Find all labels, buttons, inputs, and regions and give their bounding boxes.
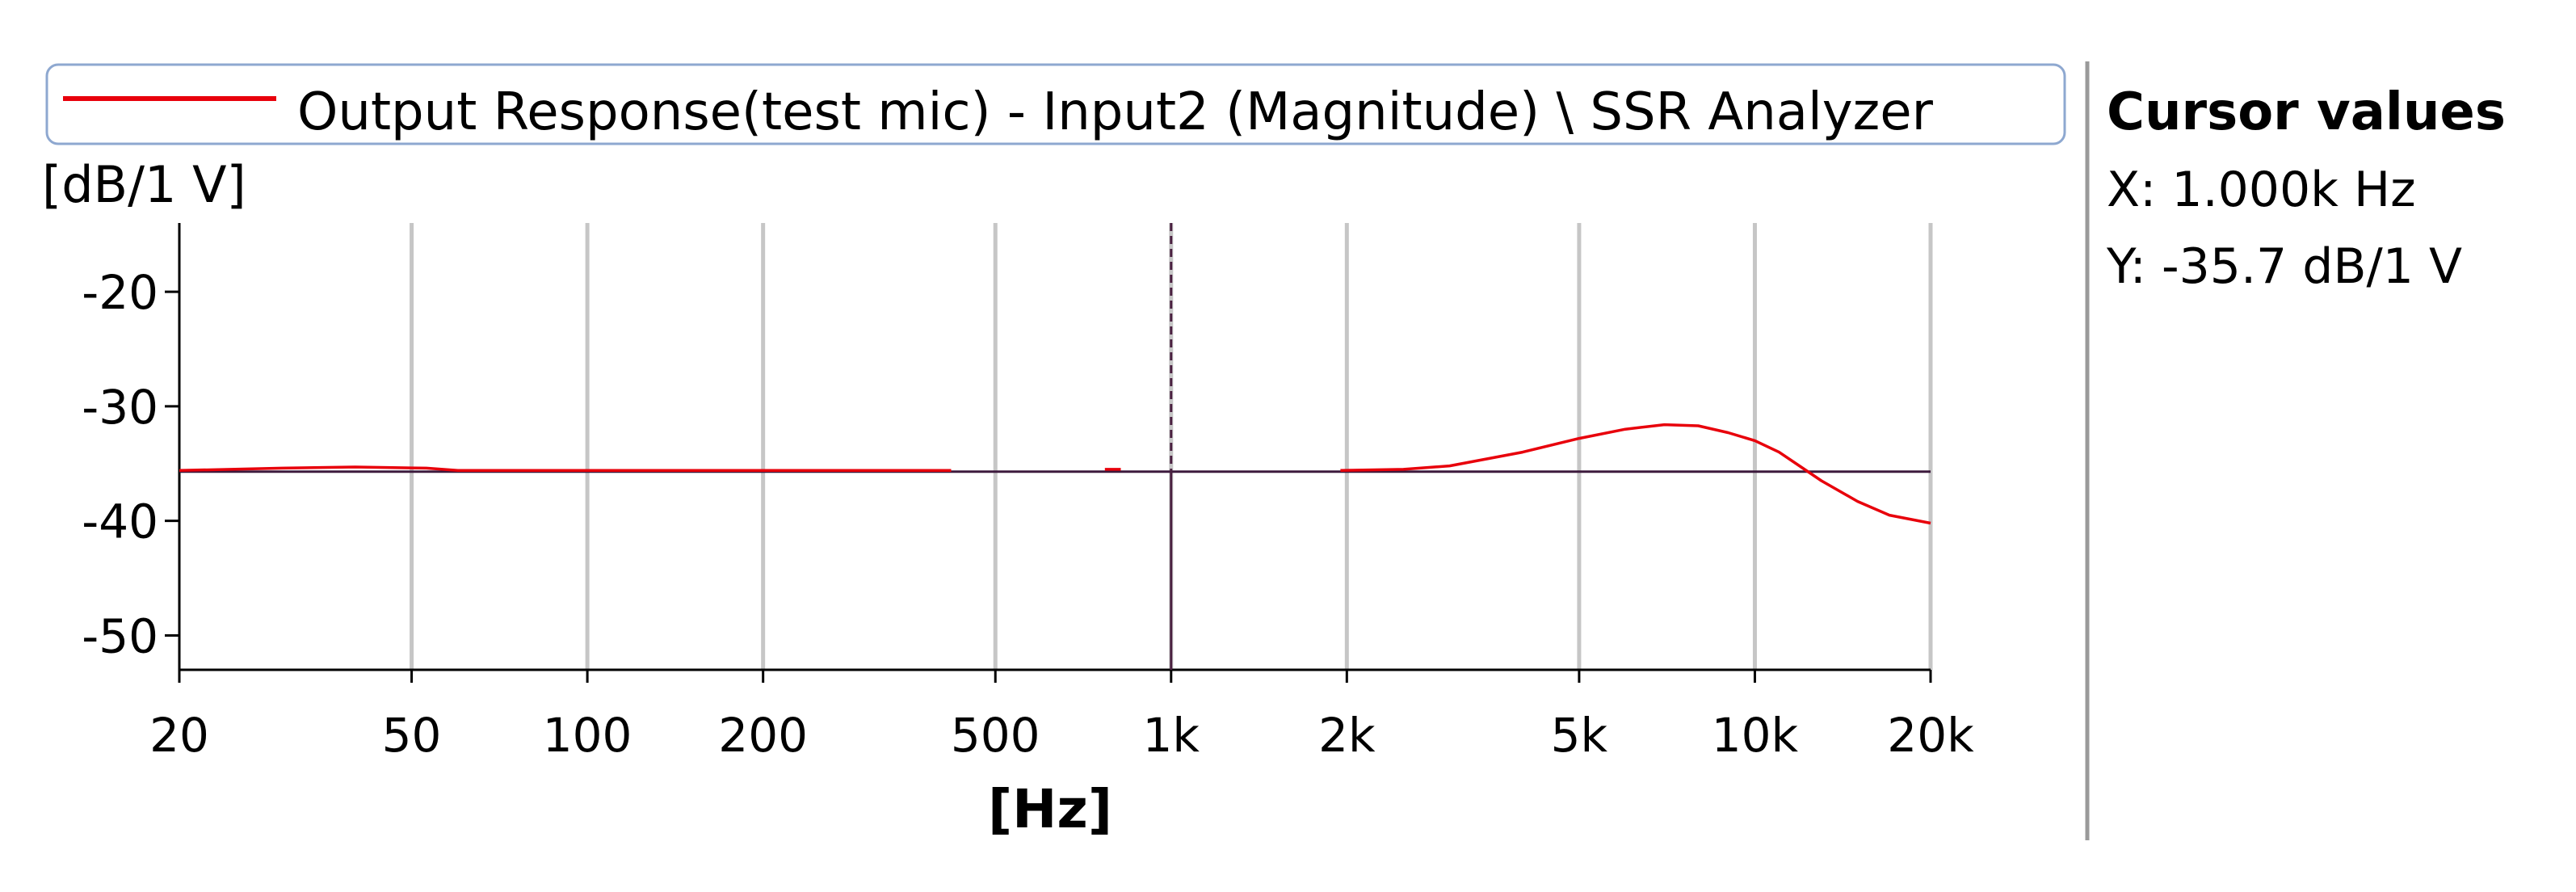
legend-box xyxy=(45,63,2066,145)
y-tick-label--50: -50 xyxy=(82,608,158,663)
x-tick-label-50: 50 xyxy=(382,708,442,763)
y-tick-label--40: -40 xyxy=(82,494,158,549)
x-tick-label-100: 100 xyxy=(543,708,632,763)
y-tick-label--20: -20 xyxy=(82,265,158,320)
legend[interactable]: Output Response(test mic) - Input2 (Magn… xyxy=(45,63,2066,145)
x-tick-label-500: 500 xyxy=(951,708,1040,763)
x-tick-labels: 20 50 100 200 500 1k 2k 5k 10k 20k xyxy=(149,708,1974,763)
cursor-y-value: Y: -35.7 dB/1 V xyxy=(2106,238,2462,295)
x-tick-label-20k: 20k xyxy=(1887,708,1974,763)
x-tick-label-1k: 1k xyxy=(1143,708,1200,763)
series-0-segment-0 xyxy=(179,465,952,473)
series-0-segment-2 xyxy=(1340,423,1931,525)
axes xyxy=(165,223,1932,683)
y-tick-label--30: -30 xyxy=(82,380,158,435)
series-group xyxy=(179,423,1931,525)
x-tick-label-10k: 10k xyxy=(1712,708,1799,763)
x-tick-label-2k: 2k xyxy=(1318,708,1376,763)
plot-area[interactable]: 20 50 100 200 500 1k 2k 5k 10k 20k -20 -30 -40 -50 xyxy=(82,223,1974,763)
x-tick-label-200: 200 xyxy=(718,708,808,763)
cursor-values-panel: Cursor values X: 1.000k Hz Y: -35.7 dB/1… xyxy=(2106,82,2506,295)
y-axis-unit-label: [dB/1 V] xyxy=(42,155,246,214)
y-tick-labels: -20 -30 -40 -50 xyxy=(82,265,158,663)
cursor-x-value: X: 1.000k Hz xyxy=(2107,162,2416,218)
x-axis-label: [Hz] xyxy=(988,778,1112,840)
x-tick-label-5k: 5k xyxy=(1551,708,1608,763)
cursor-values-title: Cursor values xyxy=(2107,82,2506,142)
x-tick-label-20: 20 xyxy=(149,708,209,763)
legend-entry-label: Output Response(test mic) - Input2 (Magn… xyxy=(297,82,1934,142)
